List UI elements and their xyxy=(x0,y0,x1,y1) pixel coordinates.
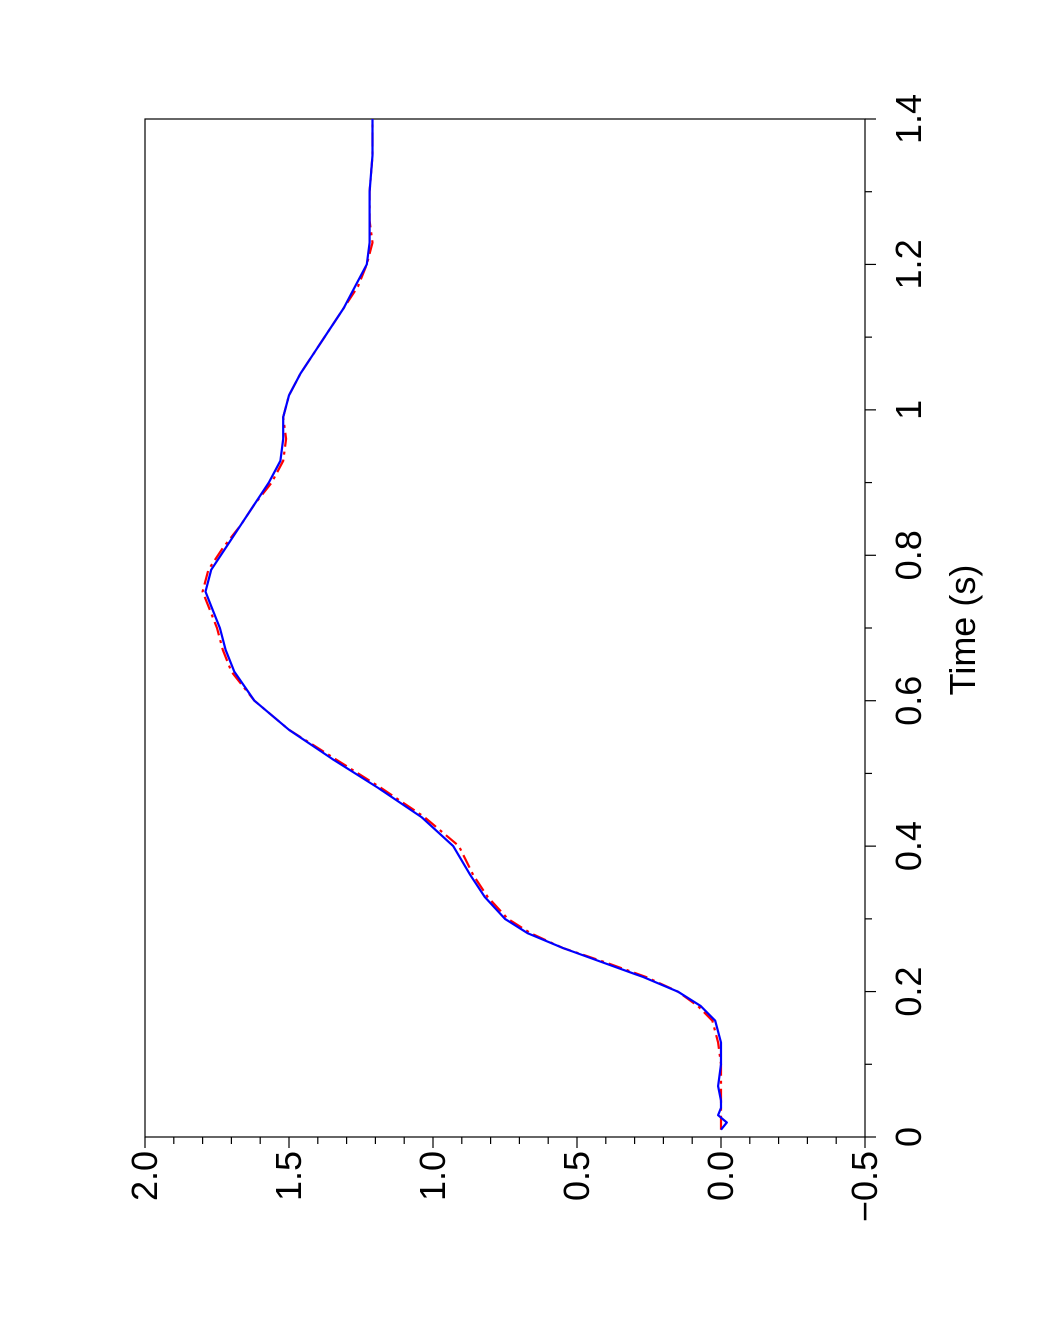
y-tick-label: 0.0 xyxy=(700,1151,741,1201)
x-tick-label: 0.2 xyxy=(888,967,929,1017)
y-tick-label: −0.5 xyxy=(844,1151,885,1222)
y-tick-label: 1.0 xyxy=(412,1151,453,1201)
x-tick-label: 0.8 xyxy=(888,530,929,580)
x-tick-label: 0.4 xyxy=(888,821,929,871)
x-tick-label: 0 xyxy=(888,1127,929,1147)
y-tick-label: 2.0 xyxy=(124,1151,165,1201)
y-tick-label: 1.5 xyxy=(268,1151,309,1201)
plot-frame xyxy=(144,118,866,1138)
x-tick-label: 0.6 xyxy=(888,676,929,726)
series-line-blue-solid xyxy=(204,119,728,1131)
x-tick-label: 1.4 xyxy=(888,94,929,144)
y-tick-label: 0.5 xyxy=(556,1151,597,1201)
x-tick-label: 1 xyxy=(888,400,929,420)
x-tick-label: 1.2 xyxy=(888,239,929,289)
x-axis-title: Time (s) xyxy=(942,565,983,696)
